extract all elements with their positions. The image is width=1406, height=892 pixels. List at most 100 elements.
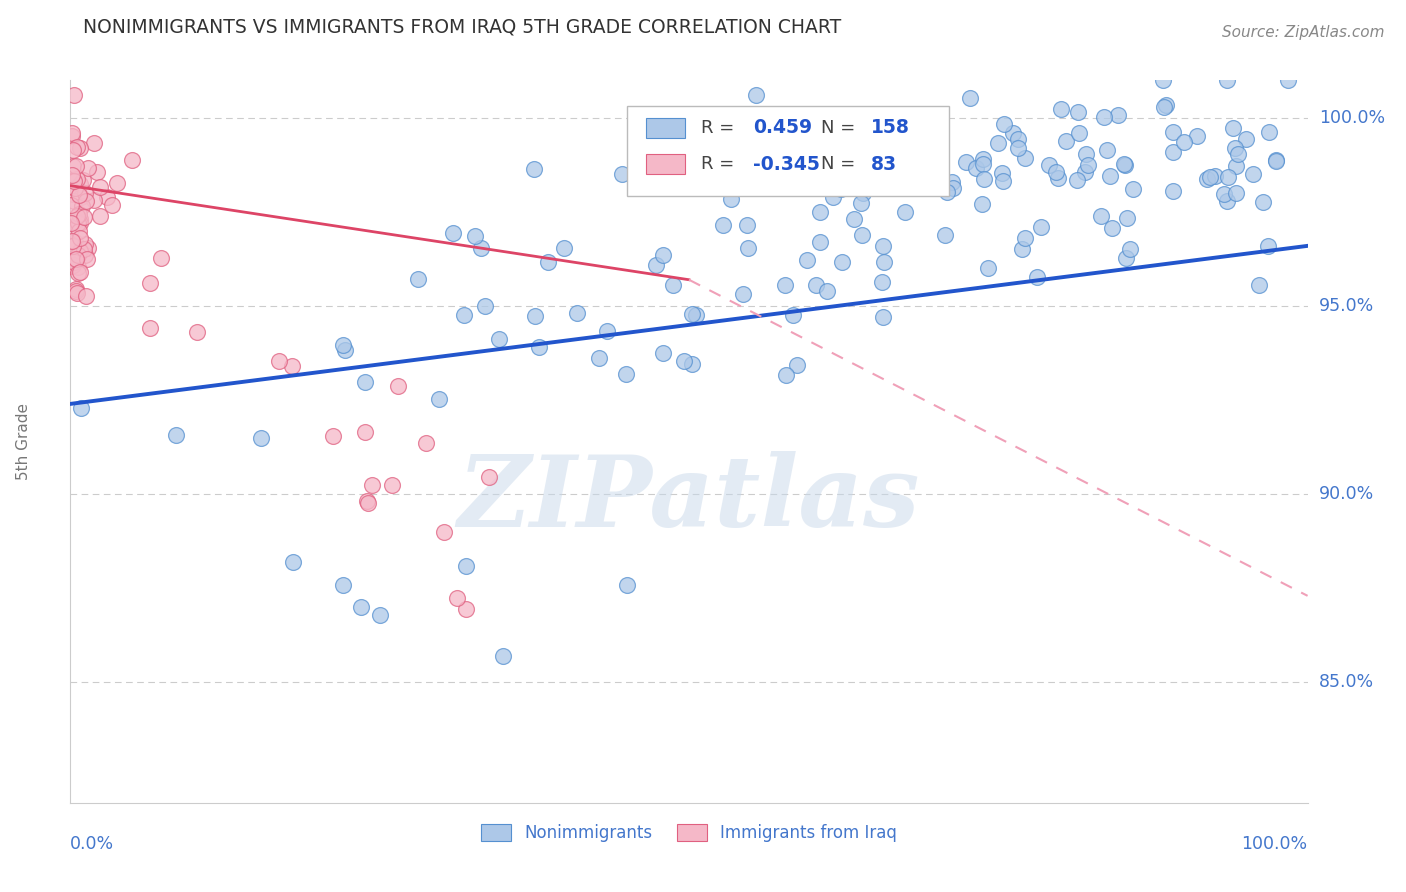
Point [368,607,391,622]
Point [63,181,86,195]
Point [804,277,827,292]
Point [827,180,849,194]
Point [69,231,91,245]
Point [1234,132,1257,146]
Text: 83: 83 [870,154,897,174]
Point [872,310,894,325]
Point [870,169,893,183]
Point [76,241,98,255]
Point [60,168,83,182]
Point [737,241,759,255]
Point [1216,194,1239,208]
Point [1025,269,1047,284]
Point [89,209,111,223]
Point [150,251,173,265]
Point [63,194,86,209]
Point [1122,181,1144,195]
Point [67,224,90,238]
Point [915,169,938,183]
Point [852,186,875,200]
Point [685,308,707,322]
Point [553,241,575,255]
Point [870,275,893,289]
Point [818,177,841,191]
Point [86,165,108,179]
Point [1156,98,1178,112]
Point [775,161,797,175]
Text: R =: R = [702,119,741,137]
Point [830,181,852,195]
Point [1115,211,1137,226]
Point [67,207,90,221]
Point [695,123,717,137]
Text: 100.0%: 100.0% [1319,109,1385,127]
Point [1107,107,1129,121]
Point [973,172,995,186]
Point [357,495,380,509]
Point [1074,165,1097,179]
Point [941,175,963,189]
Point [1046,171,1069,186]
Point [76,252,98,267]
Point [993,117,1015,131]
Point [831,255,853,269]
Point [1257,125,1279,139]
Point [65,235,87,249]
Point [1069,126,1091,140]
FancyBboxPatch shape [627,105,949,196]
Point [1225,186,1247,201]
Point [851,228,873,243]
Point [1066,173,1088,187]
Point [65,252,87,266]
Point [1090,210,1112,224]
Point [66,139,89,153]
Point [427,392,450,406]
Point [83,194,105,208]
Point [70,199,93,213]
Point [711,219,734,233]
Point [60,259,83,273]
Point [75,194,97,208]
Point [67,260,90,274]
Point [89,179,111,194]
Text: N =: N = [821,119,862,137]
Point [441,227,464,241]
Point [1173,135,1195,149]
Point [614,367,637,381]
Point [934,228,956,243]
Point [1213,187,1236,202]
Point [1223,141,1246,155]
Point [60,198,83,212]
Point [1153,100,1175,114]
Point [1185,129,1208,144]
FancyBboxPatch shape [645,118,685,138]
Point [69,401,91,416]
Point [955,154,977,169]
Point [959,91,981,105]
Point [1031,220,1053,235]
Point [1152,73,1174,87]
Point [354,425,377,440]
Point [453,308,475,322]
Point [65,285,87,299]
Point [66,285,89,300]
Point [1161,184,1184,198]
Point [652,346,675,360]
Point [65,282,87,296]
Point [814,164,837,178]
Point [1050,102,1073,116]
Point [720,192,742,206]
Text: 0.0%: 0.0% [70,835,114,854]
Text: 158: 158 [870,119,910,137]
Point [991,167,1014,181]
Point [356,493,378,508]
Point [67,216,90,230]
Point [186,325,208,339]
Point [877,141,900,155]
Point [681,307,703,321]
Point [63,254,86,268]
Point [59,259,82,273]
Point [965,161,987,176]
Point [796,252,818,267]
Point [815,285,838,299]
